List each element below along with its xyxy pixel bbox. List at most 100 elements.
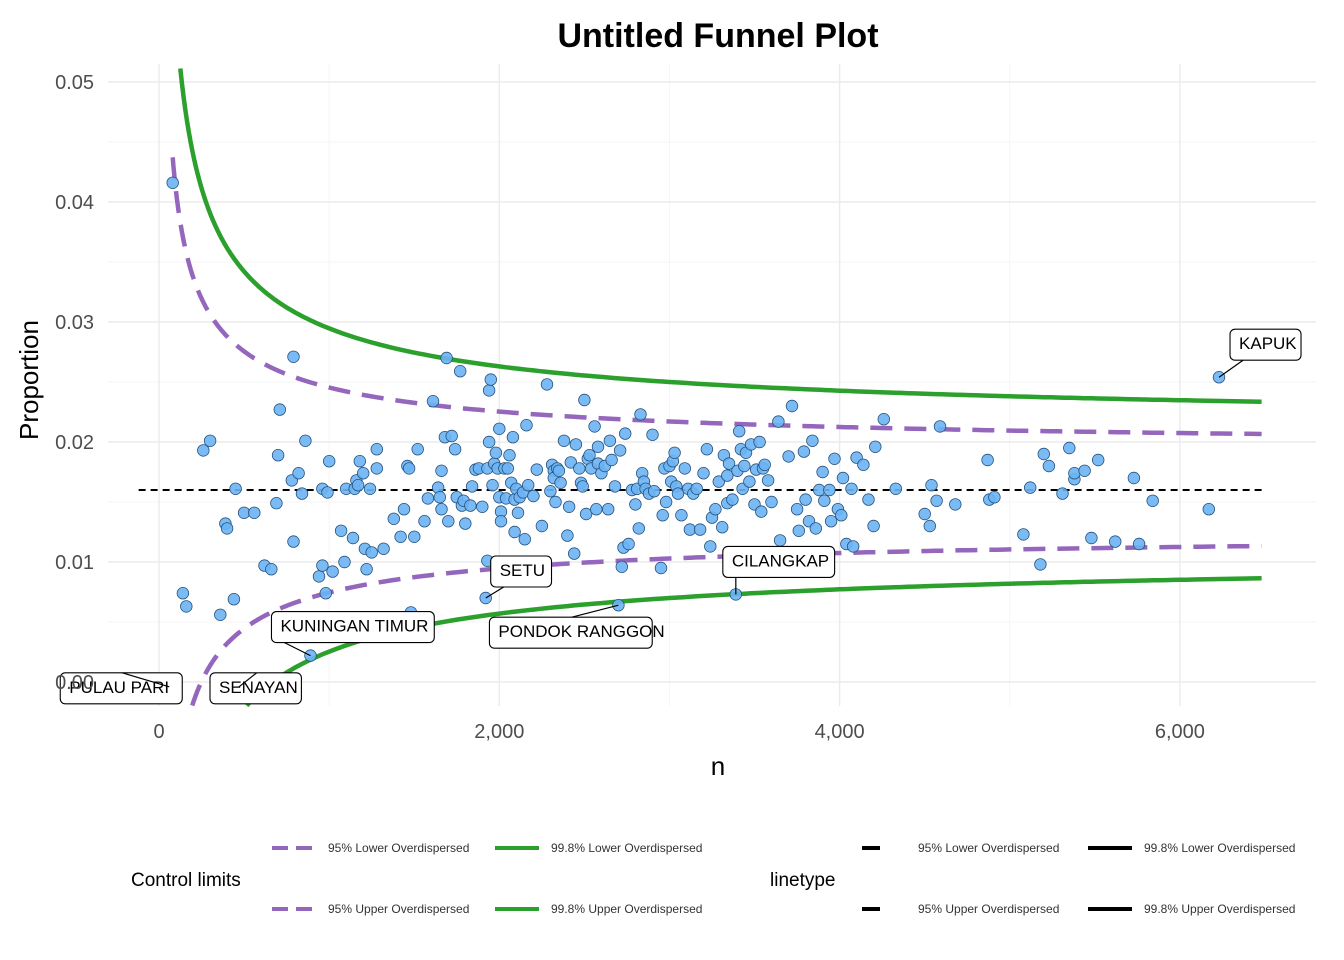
point-callout-label: KAPUK [1239,334,1297,353]
data-point [700,443,714,456]
data-point [733,425,746,438]
data-point [693,523,707,536]
data-point [697,467,710,480]
data-point [363,482,377,496]
data-point [818,494,831,508]
legend-label-linetype: 99.8% Upper Overdispersed [1144,902,1295,916]
data-point [602,503,615,516]
data-point [530,463,544,476]
legend-label-control-limit: 95% Upper Overdispersed [328,902,469,916]
data-point [869,440,882,454]
data-point [295,487,309,500]
data-point [782,450,795,463]
data-point [1034,558,1047,571]
y-tick-label: 0.01 [55,552,94,574]
y-tick-label: 0.05 [55,72,94,94]
data-point [709,503,722,516]
data-point [564,456,578,469]
data-point [287,350,300,364]
data-point [615,560,629,574]
data-point [445,429,458,443]
data-point [527,489,540,503]
data-point [809,522,823,535]
data-point [622,537,635,551]
data-point [227,593,241,606]
data-point [377,542,390,556]
data-point [569,438,583,451]
data-point [312,570,326,583]
chart-title: Untitled Funnel Plot [557,17,878,55]
data-point [503,449,516,462]
point-callout-label: KUNINGAN TIMUR [280,617,428,636]
x-tick-label: 2,000 [474,721,524,743]
legend-label-control-limit: 99.8% Lower Overdispersed [551,841,702,855]
data-point [716,521,729,534]
data-point [704,540,717,553]
data-point [613,444,627,457]
data-point [493,422,506,436]
data-point [549,495,562,509]
point-callout-leader [485,586,505,599]
legend-label-linetype: 95% Lower Overdispersed [918,841,1059,855]
data-point [270,497,283,510]
data-point [605,453,618,467]
data-points [166,176,1226,662]
data-point [440,351,453,365]
legend: Control limits 95% Lower Overdispersed 99… [131,841,1295,916]
y-axis-title: Proportion [14,320,44,440]
data-point [197,444,210,457]
data-point [489,446,503,460]
data-point [561,529,574,542]
data-point [220,522,234,535]
data-point [346,531,360,545]
x-tick-label: 0 [153,721,164,743]
y-tick-label: 0.02 [55,432,94,454]
data-point [408,530,421,544]
data-point [836,471,850,485]
point-callout-box [722,545,836,578]
data-point [816,465,829,479]
data-point [668,446,681,460]
data-point [568,547,581,560]
data-point [862,493,875,506]
data-point [656,509,669,522]
data-point [632,522,646,535]
data-point [1091,453,1105,467]
data-point [486,479,499,492]
point-callout: KAPUK [1218,328,1302,378]
data-point [229,482,242,496]
data-point [889,482,903,496]
data-point [648,485,661,498]
data-point [988,491,1001,504]
data-point [823,483,836,497]
data-point [435,503,448,516]
y-tick-label: 0.04 [55,192,94,214]
data-point [552,464,566,478]
data-point [576,480,589,493]
data-point [949,498,962,511]
data-point [1017,528,1030,541]
data-point [629,498,642,511]
point-callout-leader [571,604,619,618]
data-point [923,519,937,533]
data-point [806,434,819,448]
data-point [772,415,785,428]
data-point [540,378,554,391]
data-point [1068,467,1081,480]
data-point [353,455,367,468]
data-point [785,399,799,413]
data-point [573,462,586,475]
data-point [797,445,811,458]
data-point [761,474,775,487]
data-point [591,440,605,454]
data-point [726,493,739,506]
data-point [482,435,496,449]
data-point [506,431,520,444]
data-point [338,555,351,569]
x-tick-label: 4,000 [815,721,865,743]
y-tick-label: 0.00 [55,672,94,694]
legend-title-control-limits: Control limits [131,870,241,891]
data-point [214,608,227,622]
data-point [933,420,947,433]
data-point [418,515,431,528]
